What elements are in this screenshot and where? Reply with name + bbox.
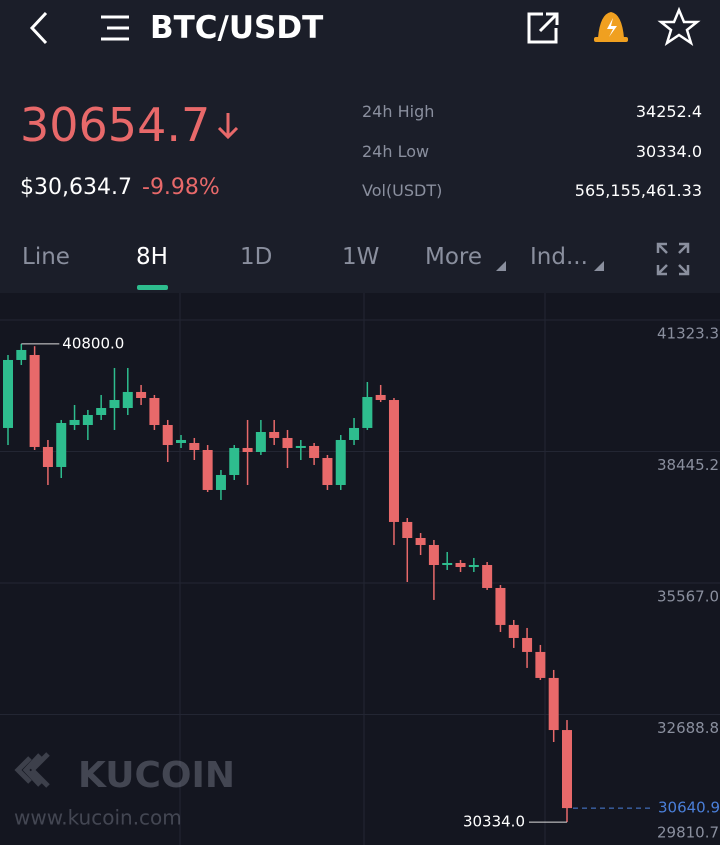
- tab[interactable]: 1D: [240, 244, 273, 270]
- y-tick-label: 38445.2: [657, 456, 719, 474]
- candle-body: [295, 445, 306, 448]
- candle-body: [149, 397, 160, 426]
- pair-title: BTC/USDT: [150, 10, 324, 46]
- candle-body: [548, 677, 559, 731]
- tab-active[interactable]: 8H: [136, 244, 168, 270]
- top-bar-icons: [29, 6, 701, 46]
- candle-body: [415, 537, 426, 545]
- candle-body: [468, 565, 479, 568]
- candle-body: [56, 422, 67, 467]
- candle-body: [229, 447, 240, 475]
- candle-body: [562, 730, 572, 809]
- vertical-grid: [179, 293, 546, 845]
- candle-body: [388, 400, 399, 522]
- y-tick-label: 32688.8: [657, 719, 719, 737]
- menu-button[interactable]: [101, 15, 129, 41]
- watermark-url: www.kucoin.com: [14, 806, 182, 830]
- tab[interactable]: 1W: [342, 244, 380, 270]
- candle-body: [349, 427, 360, 440]
- candle-body: [508, 624, 519, 638]
- fiat-price: $30,634.7: [20, 175, 132, 200]
- candle-body: [69, 419, 80, 426]
- candle-body: [375, 394, 386, 401]
- candle-body: [495, 587, 506, 625]
- stat-label: Vol(USDT): [362, 181, 443, 200]
- candle-body: [176, 439, 187, 444]
- fullscreen-button[interactable]: [656, 242, 690, 276]
- candle-body: [242, 447, 253, 453]
- candle-body: [309, 445, 320, 458]
- annotation-label: 40800.0: [62, 334, 124, 352]
- stat-value: 30334.0: [635, 142, 702, 161]
- y-tick-label: 35567.0: [657, 588, 719, 606]
- candle-body: [362, 396, 373, 428]
- candle-body: [522, 637, 533, 652]
- candle-body: [269, 431, 280, 438]
- candle-body: [122, 391, 133, 409]
- price-change: -9.98%: [142, 175, 220, 200]
- stat-label: 24h High: [362, 102, 435, 121]
- watermark-brand: KUCOIN: [78, 755, 235, 796]
- candle-body: [136, 391, 147, 398]
- annotation-label: 30334.0: [463, 813, 525, 831]
- candle-body: [335, 439, 346, 485]
- candle-body: [16, 349, 27, 360]
- candle-body: [482, 565, 493, 588]
- candle-body: [442, 562, 453, 566]
- last-price: 30654.7: [20, 98, 211, 152]
- candle-body: [255, 431, 266, 453]
- candle-body: [215, 474, 226, 490]
- last-price-label: 30640.9: [658, 799, 720, 817]
- candlestick-chart: KUCOIN www.kucoin.com 41323.3 38445.2 3556…: [0, 293, 720, 845]
- stat-value: 565,155,461.33: [574, 181, 702, 200]
- candle-body: [535, 651, 546, 678]
- y-tick-label: 29810.7: [657, 824, 719, 842]
- stat-value: 34252.4: [635, 102, 702, 121]
- candle-body: [282, 437, 293, 448]
- candle-body: [402, 521, 413, 538]
- share-button[interactable]: [527, 12, 559, 44]
- candle-body: [202, 449, 213, 490]
- back-button[interactable]: [29, 11, 48, 45]
- stat-label: 24h Low: [362, 142, 430, 161]
- watermark-logo: [14, 752, 50, 788]
- candle-body: [189, 443, 200, 450]
- tab[interactable]: Ind...: [530, 244, 588, 270]
- candle-body: [82, 414, 93, 426]
- dropdown-marks: [496, 261, 604, 271]
- candle-body: [109, 400, 120, 409]
- candle-body: [42, 446, 53, 467]
- tab-indicator: [137, 285, 168, 290]
- candle-body: [162, 425, 173, 446]
- candle-body: [428, 544, 439, 566]
- down-arrow: [217, 113, 239, 140]
- candle-body: [455, 562, 466, 568]
- favorite-button[interactable]: [657, 6, 701, 46]
- candle-body: [29, 355, 40, 447]
- tab[interactable]: Line: [22, 244, 70, 270]
- alert-button[interactable]: [594, 12, 628, 42]
- tab[interactable]: More: [425, 244, 483, 270]
- candle-body: [3, 359, 13, 428]
- candle-body: [96, 408, 107, 415]
- y-tick-label: 41323.3: [657, 324, 719, 342]
- candle-body: [322, 457, 333, 485]
